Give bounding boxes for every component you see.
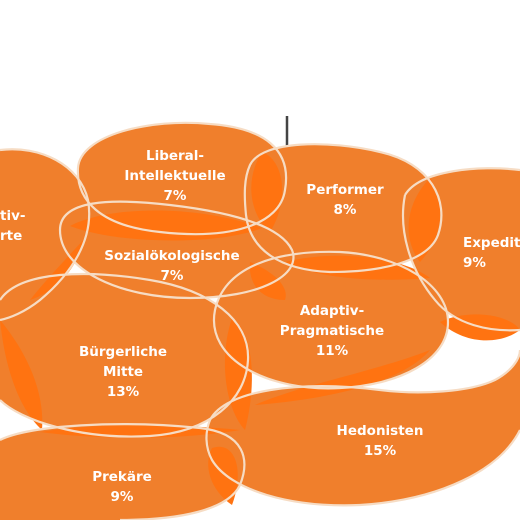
label-hedonisten: Hedonisten 15% — [337, 423, 424, 459]
label-line: Expedit — [463, 235, 520, 251]
label-adaptiv-pragmatische: Adaptiv- Pragmatische 11% — [280, 303, 384, 359]
label-liberal-intellektuelle: Liberal- Intellektuelle 7% — [124, 148, 225, 204]
label-prekaere: Prekäre 9% — [92, 469, 152, 505]
label-sozialoekologische: Sozialökologische 7% — [104, 248, 239, 284]
overlap-adaptiv-sozial — [30, 238, 85, 300]
label-line: Liberal- — [146, 148, 204, 164]
label-line: Performer — [306, 182, 384, 198]
overlap-sozial-pragmatische — [249, 262, 286, 300]
label-adaptiv-links: tiv-rte — [0, 208, 25, 244]
label-expeditive: Expedit 9% — [463, 235, 520, 271]
label-line: 7% — [161, 268, 184, 284]
label-line: 11% — [316, 343, 349, 359]
overlap-performer-expeditive — [408, 178, 441, 262]
overlap-prekaere-hedonisten — [208, 446, 238, 505]
label-buergerliche-mitte: Bürgerliche Mitte 13% — [79, 344, 167, 400]
overlap-pragmatische-hedonisten — [255, 350, 430, 405]
label-line: Mitte — [103, 364, 143, 380]
blob-buergerliche-mitte[interactable] — [0, 274, 249, 437]
label-line: Pragmatische — [280, 323, 384, 339]
label-line: Prekäre — [92, 469, 152, 485]
label-line: 9% — [463, 255, 486, 271]
blob-adaptiv-links[interactable] — [0, 149, 90, 320]
overlap-performer-pragmatische — [285, 255, 430, 280]
milieu-outlines — [0, 121, 520, 520]
label-performer: Performer 8% — [306, 182, 384, 218]
label-line: Bürgerliche — [79, 344, 167, 360]
label-line: 9% — [111, 489, 134, 505]
overlap-adaptiv-mitte — [0, 320, 43, 430]
label-line: Sozialökologische — [104, 248, 239, 264]
label-line: Intellektuelle — [124, 168, 225, 184]
label-line: Hedonisten — [337, 423, 424, 439]
label-line: 8% — [334, 202, 357, 218]
label-line: 15% — [364, 443, 397, 459]
label-line: 13% — [107, 384, 140, 400]
blob-performer[interactable] — [244, 144, 442, 272]
blob-prekaere[interactable] — [0, 424, 245, 520]
label-line: Adaptiv- — [300, 303, 364, 319]
label-line: 7% — [164, 188, 187, 204]
label-line: rte — [0, 228, 22, 244]
label-line: tiv- — [0, 208, 25, 224]
milieu-labels: Liberal- Intellektuelle 7% Performer 8% Exp… — [0, 148, 520, 505]
